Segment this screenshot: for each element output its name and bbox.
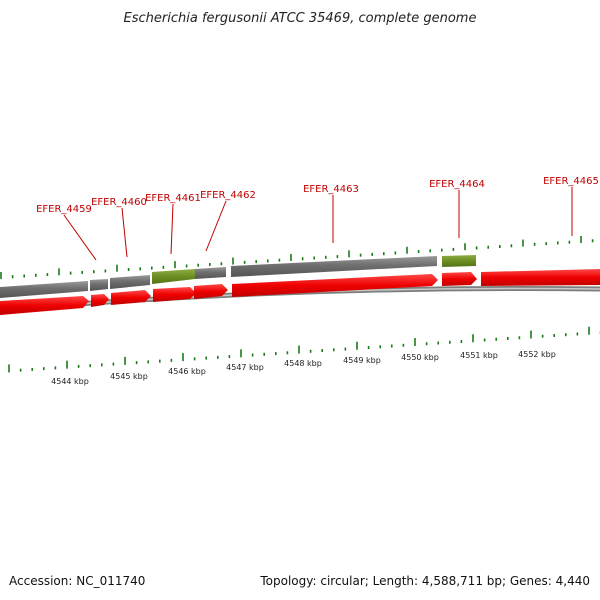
cds-feature [111,290,151,305]
kbp-label: 4550 kbp [401,353,439,362]
inner-tick-track [8,326,600,373]
gene-label: EFER_4465 [543,176,599,187]
leader-line [63,214,97,261]
rna-feature [442,255,476,267]
kbp-label: 4548 kbp [284,359,322,368]
gene-label: EFER_4461 [145,193,201,204]
leader-line [170,203,174,255]
cds-feature [481,269,600,286]
gene-feature [0,281,88,298]
cds-feature [153,287,196,302]
gene-label: EFER_4463 [303,184,359,195]
cds-feature [442,272,477,286]
genome-title: Escherichia fergusonii ATCC 35469, compl… [124,11,477,26]
kbp-label: 4552 kbp [518,350,556,359]
accession-text: Accession: NC_011740 [9,574,146,588]
kbp-label: 4545 kbp [110,372,148,381]
genome-summary-text: Topology: circular; Length: 4,588,711 bp… [260,574,590,588]
kbp-label: 4544 kbp [51,377,89,386]
gene-label-leaders [63,187,573,261]
gene-label: EFER_4459 [36,204,92,215]
kbp-label-group: 4544 kbp 4545 kbp 4546 kbp 4547 kbp 4548 kbp… [51,350,556,386]
cds-feature [194,284,228,299]
gene-feature [195,267,226,279]
rna-feature [152,269,195,284]
gene-label: EFER_4462 [200,190,256,201]
gene-label: EFER_4460 [91,197,147,208]
kbp-label: 4549 kbp [343,356,381,365]
kbp-label: 4551 kbp [460,351,498,360]
outer-tick-track [0,235,594,279]
cds-feature [91,294,109,307]
leader-line [121,207,128,258]
gene-feature [110,275,150,289]
gene-feature [231,256,437,277]
leader-line [205,200,227,252]
cds-feature [232,274,438,297]
gene-feature [90,279,108,291]
cds-feature [0,296,89,315]
kbp-label: 4546 kbp [168,367,206,376]
kbp-label: 4547 kbp [226,363,264,372]
gene-label: EFER_4464 [429,179,485,190]
